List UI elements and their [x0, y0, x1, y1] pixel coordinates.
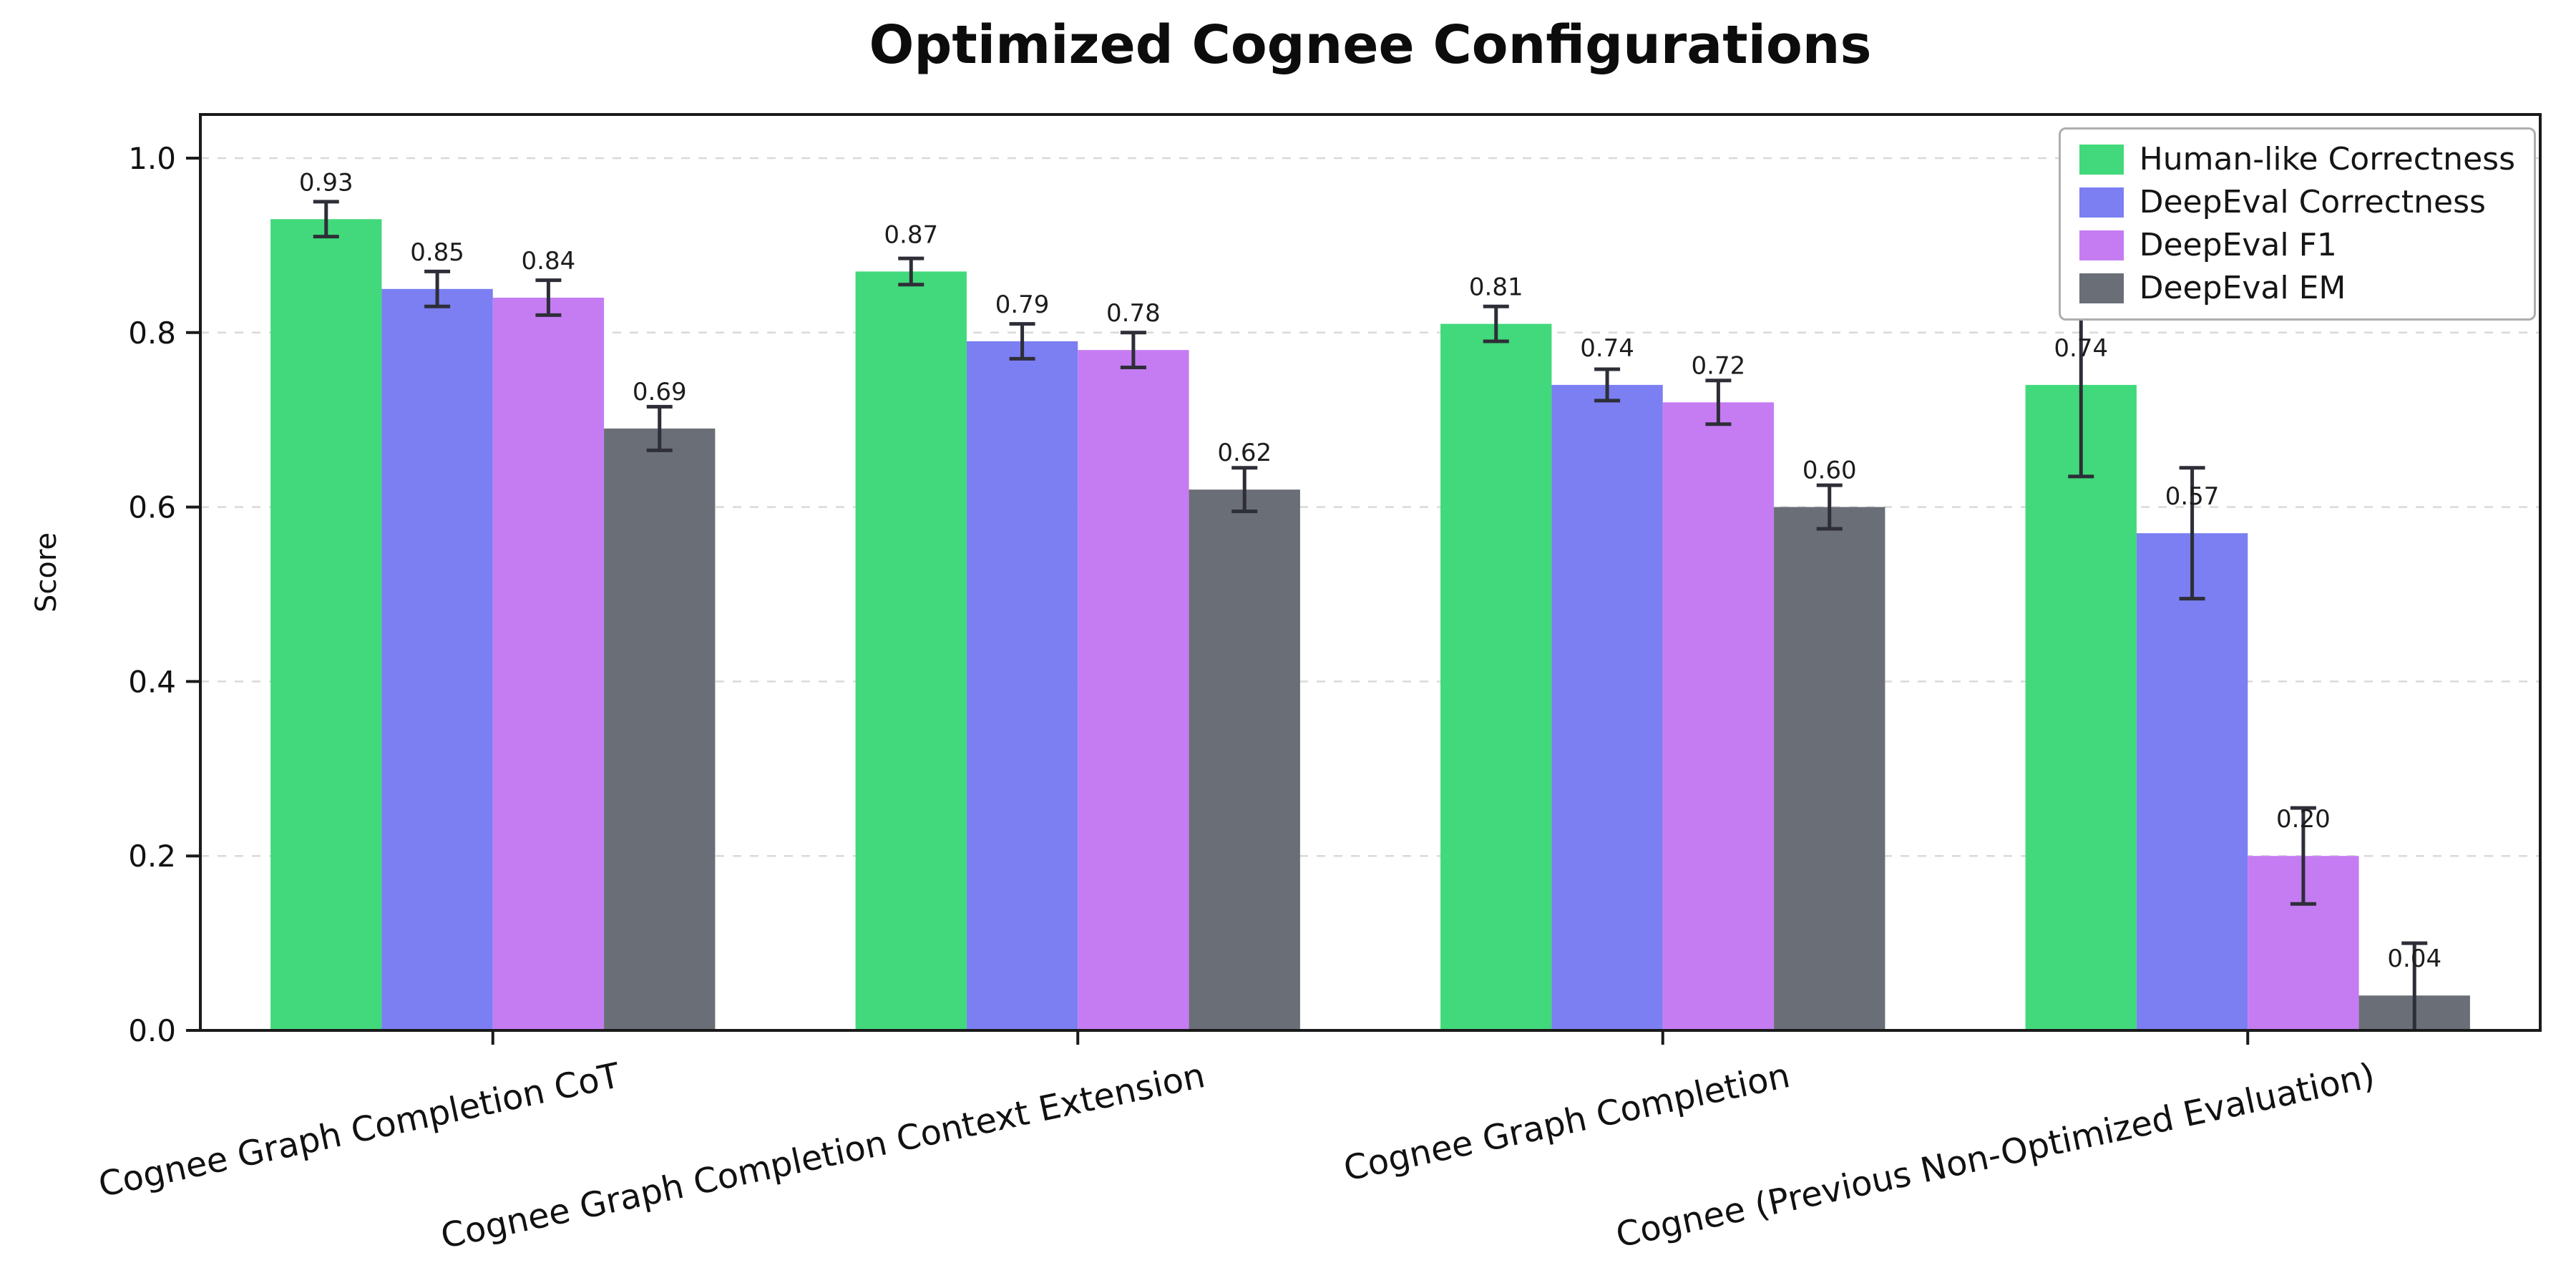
value-label: 0.72 — [1692, 351, 1746, 380]
bar — [270, 219, 382, 1031]
legend-item: DeepEval F1 — [2079, 227, 2515, 264]
value-label: 0.69 — [633, 378, 687, 406]
bar — [966, 341, 1078, 1030]
value-label: 0.79 — [995, 291, 1050, 319]
legend-item: Human-like Correctness — [2079, 141, 2515, 178]
y-axis-title: Score — [30, 532, 63, 613]
legend-label: Human-like Correctness — [2139, 141, 2515, 177]
value-label: 0.04 — [2387, 945, 2441, 973]
bar — [1774, 507, 1885, 1030]
y-tick-label: 0.2 — [128, 839, 176, 874]
legend-swatch — [2079, 273, 2124, 303]
legend-swatch — [2079, 187, 2124, 218]
bar — [1440, 323, 1552, 1031]
legend-label: DeepEval Correctness — [2139, 183, 2486, 220]
bar — [1662, 402, 1775, 1030]
legend-item: DeepEval Correctness — [2079, 184, 2515, 221]
value-label: 0.85 — [410, 238, 464, 267]
value-label: 0.62 — [1217, 439, 1272, 467]
axis-frame — [199, 113, 2542, 1032]
bar — [2136, 533, 2248, 1030]
legend-label: DeepEval F1 — [2139, 226, 2337, 263]
y-tick-label: 0.6 — [128, 490, 176, 525]
value-label: 0.84 — [522, 247, 576, 275]
y-tick-label: 0.8 — [128, 316, 176, 351]
bar — [492, 298, 605, 1030]
legend-swatch — [2079, 230, 2124, 260]
x-tick-label: Cognee Graph Completion CoT — [95, 1055, 624, 1205]
y-tick-label: 0.0 — [128, 1013, 176, 1048]
legend-swatch — [2079, 144, 2124, 175]
legend-label: DeepEval EM — [2139, 269, 2346, 306]
bar — [2025, 384, 2137, 1030]
bar — [1189, 489, 1300, 1030]
x-tick-label: Cognee Graph Completion — [1340, 1055, 1793, 1189]
value-label: 0.57 — [2165, 482, 2220, 511]
bar — [381, 288, 493, 1030]
value-label: 0.20 — [2276, 805, 2331, 834]
bar — [604, 428, 716, 1030]
bar — [1551, 384, 1663, 1030]
chart-title: Optimized Cognee Configurations — [869, 14, 1872, 76]
value-label: 0.74 — [2054, 334, 2108, 363]
legend: Human-like Correctness DeepEval Correctne… — [2058, 127, 2536, 321]
bar — [855, 271, 967, 1030]
value-label: 0.93 — [299, 168, 353, 197]
value-label: 0.60 — [1802, 457, 1857, 485]
value-label: 0.87 — [884, 220, 938, 249]
value-label: 0.81 — [1469, 273, 1523, 302]
bar — [1078, 350, 1189, 1031]
y-tick-label: 1.0 — [128, 141, 176, 176]
value-label: 0.74 — [1580, 334, 1634, 363]
y-tick-label: 0.4 — [128, 664, 176, 699]
value-label: 0.78 — [1106, 299, 1161, 328]
legend-item: DeepEval EM — [2079, 270, 2515, 307]
